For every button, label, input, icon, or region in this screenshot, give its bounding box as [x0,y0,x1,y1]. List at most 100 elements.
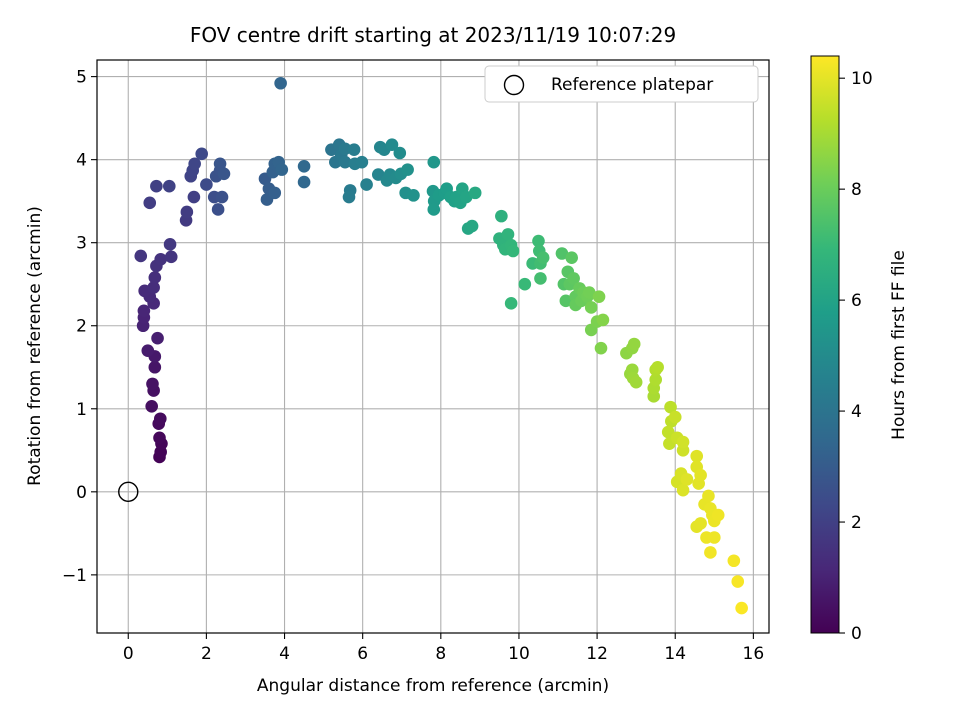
y-axis-ticks: −1 0 1 2 3 4 5 [62,68,97,586]
legend-box [484,65,759,103]
data-point [664,400,677,414]
grid-lines [97,60,769,633]
y-tick-label: 5 [76,68,87,88]
data-point [501,228,515,241]
colorbar-tick-label: 10 [851,69,873,89]
x-tick-label: 0 [123,644,134,664]
data-point [385,138,399,152]
y-axis-label: Rotation from reference (arcmin) [25,206,45,486]
data-point [676,483,690,497]
data-point [584,301,598,314]
data-point [217,167,231,181]
data-point [393,146,407,160]
data-point [680,473,694,486]
data-point [148,271,162,284]
data-point [592,290,606,303]
colorbar-tick-label: 4 [851,402,862,422]
x-tick-label: 8 [435,644,446,664]
data-point [731,575,745,588]
data-point [274,76,287,90]
data-point [134,249,148,263]
data-point [661,425,675,439]
data-point [297,159,311,173]
plot-frame [96,59,770,634]
data-point [153,431,166,445]
data-point [188,157,201,171]
data-point [145,399,158,413]
y-tick-label: 4 [76,151,87,171]
y-tick-label: 1 [76,400,87,420]
colorbar-ticks: 0 2 4 6 8 10 [839,69,873,644]
data-point [465,219,479,233]
data-point [694,517,707,530]
data-point [676,435,690,449]
x-tick-label: 12 [586,644,608,664]
y-tick-label: 2 [76,317,87,337]
data-point [213,157,227,171]
colorbar-tick-label: 2 [851,513,862,533]
data-point [708,531,721,544]
data-point [153,412,167,426]
legend-reference-marker [503,74,525,96]
y-tick-label: 3 [76,234,87,254]
data-point [141,344,155,357]
data-point [180,205,194,219]
data-point [668,410,682,424]
data-point [360,178,373,191]
data-point [137,304,151,318]
data-point [534,272,547,285]
data-point [347,143,361,156]
data-point [629,375,643,389]
data-point [651,360,664,374]
data-point [567,272,580,285]
data-point [518,277,532,291]
data-point [468,186,482,200]
data-point [268,186,282,200]
legend: Reference platepar [484,65,759,103]
x-tick-label: 4 [279,644,290,664]
data-point [401,163,414,176]
data-point [195,147,209,161]
data-point [711,508,725,522]
colorbar-tick-label: 6 [851,291,862,311]
data-point [427,155,441,169]
data-point [147,281,160,294]
data-point [143,196,157,210]
x-tick-label: 10 [508,644,530,664]
data-point [536,251,550,264]
y-tick-label: −1 [62,566,87,586]
x-tick-label: 6 [357,644,368,664]
data-point [495,209,508,223]
data-point [162,179,176,193]
y-tick-label: 0 [76,483,87,503]
data-point [690,449,704,463]
colorbar [810,55,840,634]
data-point [427,203,441,216]
data-point [727,554,741,568]
data-points [134,76,748,615]
reference-marker-layer [118,481,139,503]
data-point [342,190,356,204]
data-point [200,178,213,191]
data-point [555,247,569,260]
data-point [565,251,578,264]
data-point [297,175,311,189]
x-axis-label: Angular distance from reference (arcmin) [257,676,609,696]
data-point [735,601,748,615]
data-point [559,294,573,308]
data-point [702,489,715,503]
colorbar-tick-label: 0 [851,624,862,644]
data-point [215,190,229,204]
data-point [148,360,162,374]
legend-label: Reference platepar [551,75,713,95]
data-point [338,155,352,169]
data-point [532,234,545,248]
colorbar-label: Hours from first FF file [889,250,909,440]
data-point [164,250,178,264]
data-point [596,313,610,327]
data-point [594,341,608,355]
data-point [211,203,225,216]
data-point [694,468,707,482]
chart-title: FOV centre drift starting at 2023/11/19 … [190,23,676,47]
